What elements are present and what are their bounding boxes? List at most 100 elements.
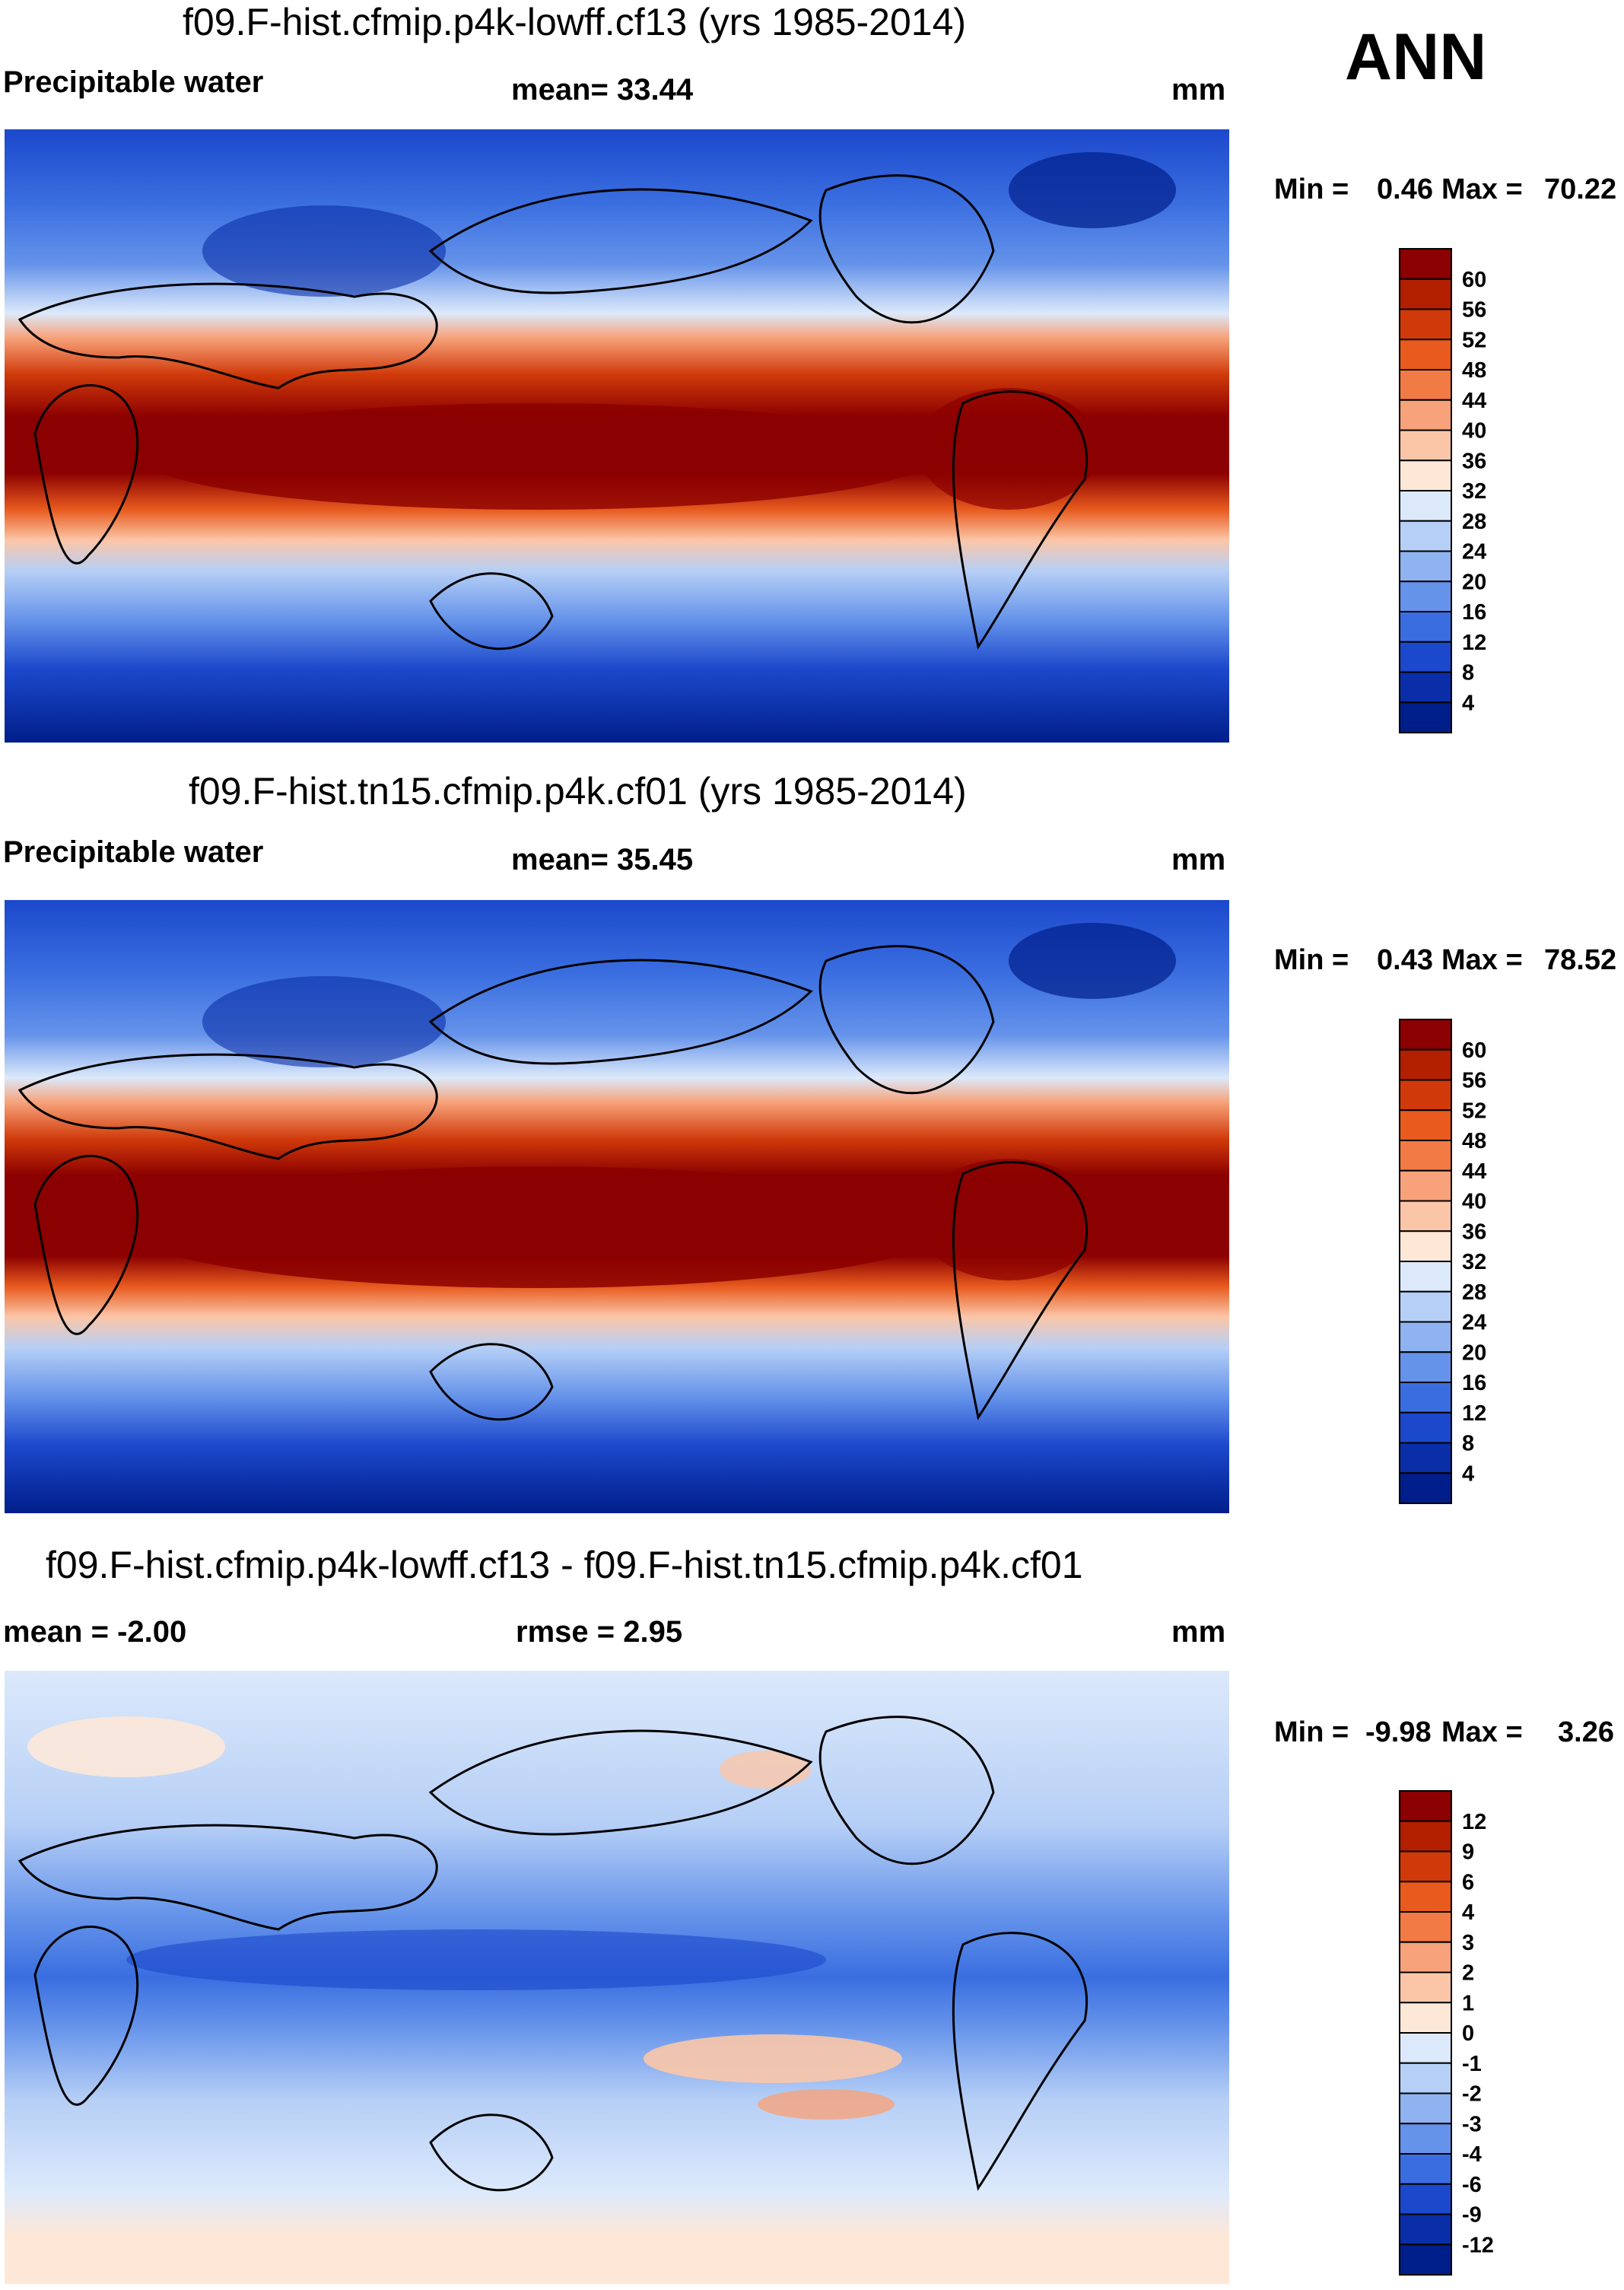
colorbar-box [1399, 369, 1452, 401]
colorbar-tick-label: -2 [1462, 2082, 1482, 2107]
colorbar-tick-label: 6 [1462, 1870, 1474, 1894]
panel-title: f09.F-hist.tn15.cfmip.p4k.cf01 (yrs 1985… [189, 770, 967, 813]
min-value: 0.46 [1377, 173, 1433, 205]
colorbar-tick-label: 2 [1462, 1961, 1474, 1986]
tibet-dry [202, 976, 446, 1067]
coastlines [17, 1716, 1088, 2192]
colorbar-tick-label: 56 [1462, 1069, 1486, 1093]
colorbar-box [1399, 1200, 1452, 1232]
warm-pool [141, 403, 933, 510]
moistening-region [644, 2034, 902, 2083]
colorbar-box [1399, 1079, 1452, 1112]
colorbar-box [1399, 1941, 1452, 1974]
max-label: Max = [1441, 944, 1523, 976]
colorbar-box [1399, 2062, 1452, 2094]
colorbar-box [1399, 1971, 1452, 2004]
colorbar-tick-label: 12 [1462, 631, 1486, 655]
drying-band [126, 1929, 826, 1990]
colorbar-box [1399, 1048, 1452, 1081]
colorbar-box [1399, 460, 1452, 491]
colorbar-tick-label: 28 [1462, 510, 1486, 534]
colorbar-box [1399, 1881, 1452, 1913]
colorbar-tick-label: 40 [1462, 1190, 1486, 1214]
colorbar-box [1399, 1850, 1452, 1883]
colorbar-box [1399, 308, 1452, 341]
colorbar-box [1399, 671, 1452, 704]
max-value: 78.52 [1544, 944, 1617, 976]
min-label: Min = [1274, 173, 1349, 205]
colorbar: 60 56 52 48 44 40 36 32 28 24 20 16 12 8 4 [1399, 248, 1486, 733]
colorbar-box [1399, 1140, 1452, 1172]
colorbar-tick-label: 24 [1462, 1311, 1486, 1335]
contour-map [5, 1671, 1229, 2284]
colorbar-tick-label: 4 [1462, 691, 1474, 715]
colorbar-box [1399, 1230, 1452, 1262]
coastlines [17, 174, 1088, 650]
colorbar-tick-label: -9 [1462, 2203, 1482, 2228]
coastlines [17, 945, 1088, 1421]
contour-map [5, 129, 1229, 743]
colorbar-tick-label: 1 [1462, 1991, 1474, 2015]
colorbar-tick-label: 44 [1462, 1159, 1486, 1184]
colorbar-tick-label: 28 [1462, 1280, 1486, 1305]
warm-pool [126, 1166, 948, 1288]
units-label: mm [1171, 73, 1226, 107]
colorbar-box [1399, 1820, 1452, 1853]
colorbar-box [1399, 1290, 1452, 1323]
colorbar-box [1399, 1351, 1452, 1383]
colorbar-tick-label: 36 [1462, 1220, 1486, 1244]
colorbar-box [1399, 2032, 1452, 2064]
sahara-anomaly [27, 1716, 225, 1777]
colorbar-tick-label: -6 [1462, 2173, 1482, 2197]
colorbar-tick-label: 12 [1462, 1810, 1486, 1834]
colorbar-tick-label: 16 [1462, 600, 1486, 625]
min-value: 0.43 [1377, 944, 1433, 976]
min-label: Min = [1274, 944, 1349, 976]
rmse-label: rmse = 2.95 [516, 1615, 683, 1649]
colorbar: 60 56 52 48 44 40 36 32 28 24 20 16 12 8 4 [1399, 1019, 1486, 1504]
colorbar-tick-label: -3 [1462, 2112, 1482, 2136]
amazon-moisture [917, 388, 1100, 510]
colorbar-tick-label: 48 [1462, 358, 1486, 383]
colorbar-box [1399, 399, 1452, 431]
colorbar-box [1399, 2213, 1452, 2246]
colorbar-tick-label: 52 [1462, 1099, 1486, 1123]
colorbar-box [1399, 1911, 1452, 1943]
colorbar-box [1399, 2244, 1452, 2276]
colorbar-box [1399, 611, 1452, 643]
colorbar-box [1399, 339, 1452, 371]
colorbar-tick-label: 12 [1462, 1401, 1486, 1426]
colorbar-box [1399, 1169, 1452, 1202]
colorbar-box [1399, 550, 1452, 583]
max-value: 70.22 [1544, 173, 1617, 205]
contour-map [5, 900, 1229, 1513]
colorbar-tick-label: 60 [1462, 1038, 1486, 1063]
colorbar-box [1399, 641, 1452, 673]
colorbar-tick-label: -12 [1462, 2233, 1494, 2257]
colorbar-box [1399, 701, 1452, 733]
colorbar-tick-label: 36 [1462, 449, 1486, 473]
mean-label: mean= 33.44 [511, 73, 694, 107]
min-label: Min = [1274, 1716, 1349, 1748]
colorbar-box [1399, 2123, 1452, 2155]
units-label: mm [1171, 1615, 1226, 1649]
colorbar-tick-label: 8 [1462, 661, 1474, 685]
colorbar-tick-label: 16 [1462, 1371, 1486, 1395]
colorbar-box [1399, 1109, 1452, 1141]
panel-title: f09.F-hist.cfmip.p4k-lowff.cf13 (yrs 198… [183, 1, 967, 43]
north-pacific-anomaly [720, 1751, 811, 1789]
colorbar-box [1399, 1472, 1452, 1504]
min-value: -9.98 [1365, 1716, 1432, 1748]
colorbar-box [1399, 248, 1452, 280]
tibet-dry [202, 205, 446, 297]
colorbar-box [1399, 1790, 1452, 1822]
colorbar-tick-label: 20 [1462, 570, 1486, 594]
colorbar-box [1399, 1382, 1452, 1414]
colorbar-tick-label: 20 [1462, 1341, 1486, 1365]
max-value: 3.26 [1558, 1716, 1614, 1748]
colorbar-box [1399, 2092, 1452, 2125]
colorbar-tick-label: 3 [1462, 1931, 1474, 1955]
mean-label: mean= 35.45 [511, 843, 694, 876]
colorbar-tick-label: 8 [1462, 1432, 1474, 1456]
colorbar-box [1399, 1321, 1452, 1353]
